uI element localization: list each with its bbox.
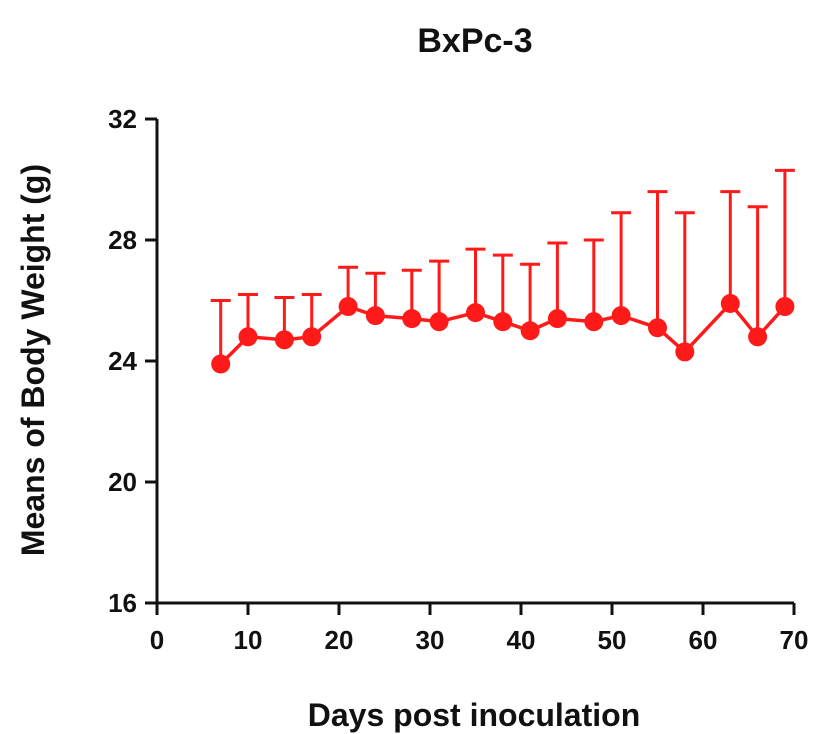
data-point [611,306,631,326]
data-point [238,327,258,347]
data-point [365,306,385,326]
plot-area [210,168,795,374]
data-point [402,309,422,329]
x-tick-label: 30 [416,625,445,655]
chart-title: BxPc-3 [417,22,532,60]
data-point [675,342,695,362]
data-point [775,297,795,317]
y-tick-label: 24 [108,346,137,376]
data-point [547,309,567,329]
data-point [584,312,604,332]
x-tick-label: 60 [689,625,718,655]
data-point [429,312,449,332]
y-tick-label: 20 [108,467,137,497]
x-tick-label: 0 [150,625,164,655]
x-axis: 0 10 20 30 40 50 60 70 [150,601,809,655]
x-tick-label: 20 [325,625,354,655]
data-point [274,330,294,350]
x-axis-label: Days post inoculation [308,697,640,733]
y-tick-label: 28 [108,225,137,255]
y-axis-label: Means of Body Weight (g) [15,164,51,556]
y-tick-label: 32 [108,104,137,134]
x-tick-label: 40 [507,625,536,655]
data-point [493,312,513,332]
x-tick-label: 50 [598,625,627,655]
x-tick-label: 70 [780,625,809,655]
series [210,168,795,374]
data-point [338,297,358,317]
data-point [211,354,231,374]
data-point [466,303,485,323]
y-tick-label: 16 [108,588,137,618]
y-axis: 16 20 24 28 32 [108,104,159,618]
data-point [748,327,768,347]
data-point [648,318,667,338]
data-point [720,294,740,314]
x-tick-label: 10 [234,625,263,655]
data-point [302,327,322,347]
data-point [520,321,540,341]
